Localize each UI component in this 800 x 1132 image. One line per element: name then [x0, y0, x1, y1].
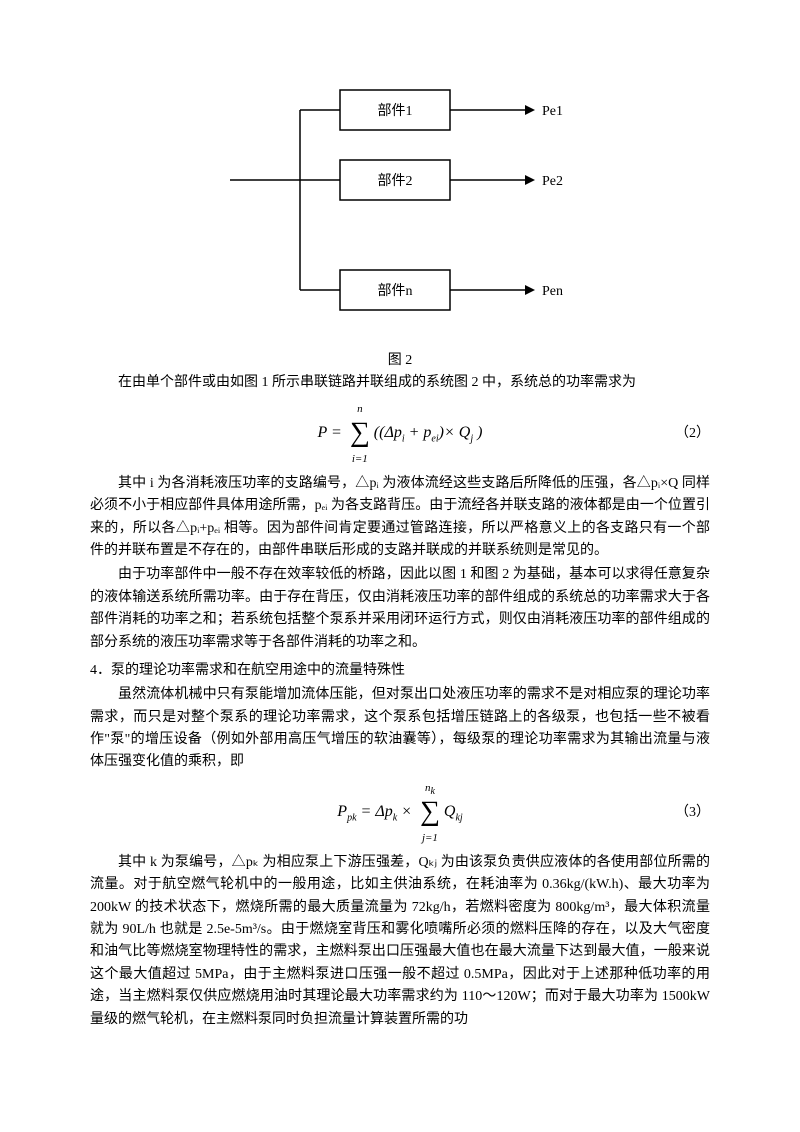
box2-label: 部件2 — [378, 173, 413, 189]
output2-label: Pe2 — [542, 174, 563, 189]
equation-3-number: （3） — [675, 802, 710, 824]
paragraph-1: 在由单个部件或由如图 1 所示串联链路并联组成的系统图 2 中，系统总的功率需求… — [90, 372, 710, 394]
section-4-title: 4．泵的理论功率需求和在航空用途中的流量特殊性 — [90, 660, 710, 682]
equation-2: P = n ∑ i=1 ((Δpi + pei)× Qj ) （2） — [90, 409, 710, 459]
boxn-label: 部件n — [378, 283, 413, 299]
paragraph-3: 由于功率部件中一般不存在效率较低的桥路，因此以图 1 和图 2 为基础，基本可以… — [90, 564, 710, 654]
equation-3: Ppk = Δpk × nk ∑ j=1 Qkj （3） — [90, 788, 710, 838]
box1-label: 部件1 — [378, 103, 413, 119]
paragraph-4: 虽然流体机械中只有泵能增加流体压能，但对泵出口处液压功率的需求不是对相应泵的理论… — [90, 684, 710, 774]
output1-label: Pe1 — [542, 104, 563, 119]
outputn-label: Pen — [542, 284, 563, 299]
paragraph-2: 其中 i 为各消耗液压功率的支路编号，△pᵢ 为液体流经这些支路后所降低的压强，… — [90, 473, 710, 563]
diagram-caption: 图 2 — [90, 350, 710, 372]
equation-2-number: （2） — [675, 423, 710, 445]
paragraph-5: 其中 k 为泵编号，△pₖ 为相应泵上下游压强差，Qₖⱼ 为由该泵负责供应液体的… — [90, 852, 710, 1031]
block-diagram: 部件1 Pe1 部件2 Pe2 部件n Pen — [200, 60, 600, 340]
